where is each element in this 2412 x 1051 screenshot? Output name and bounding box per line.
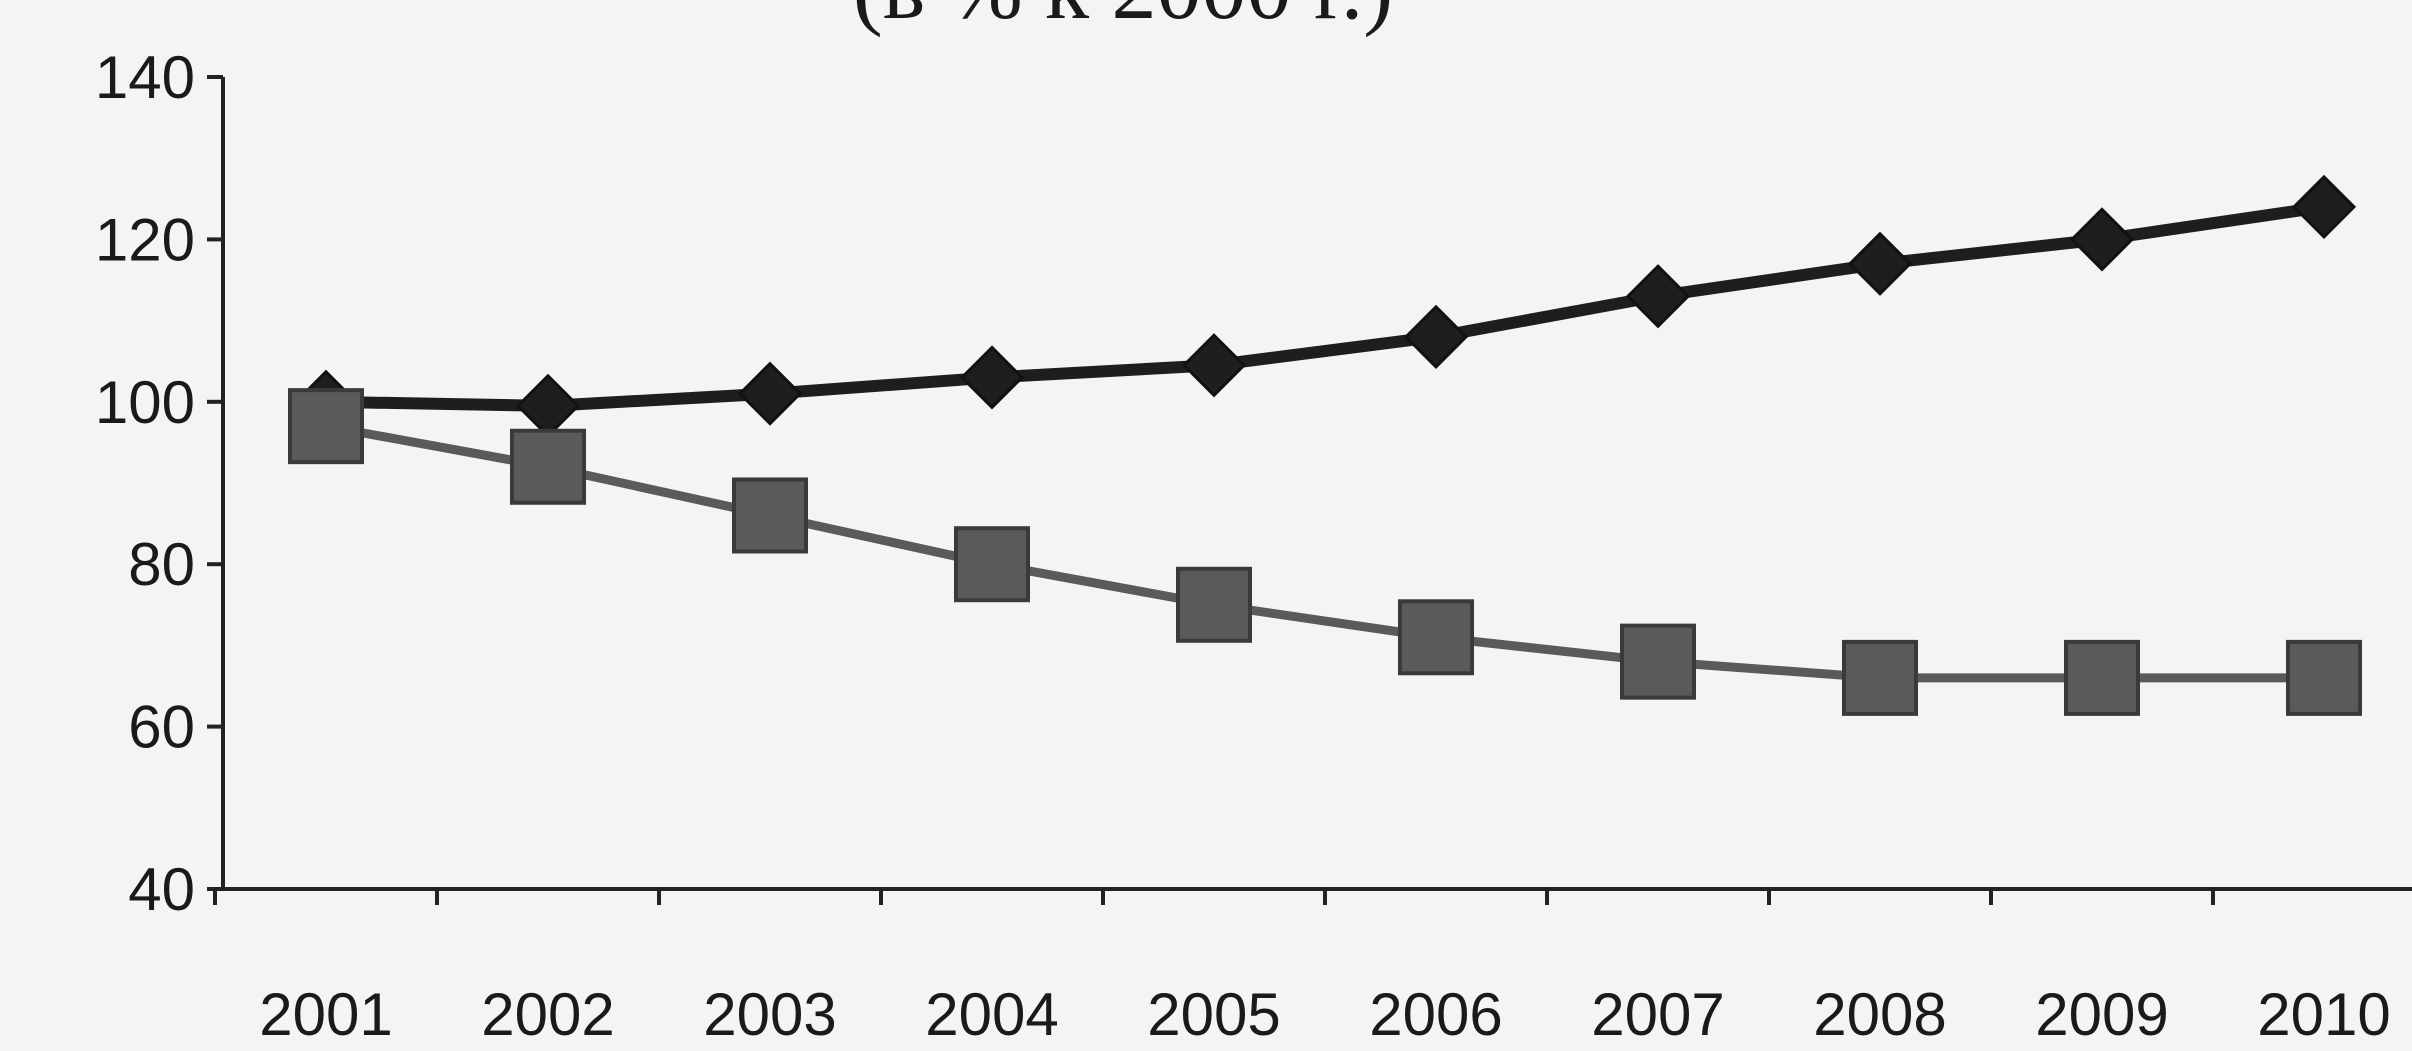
x-tick-label: 2010 <box>2257 981 2390 1048</box>
x-tick-label: 2003 <box>703 981 836 1048</box>
y-tick-label: 80 <box>128 531 195 598</box>
x-tick-label: 2009 <box>2035 981 2168 1048</box>
y-tick-label: 120 <box>95 206 195 273</box>
square-marker <box>1176 566 1252 643</box>
chart-title: (в % к 2000 г.) <box>853 0 1393 38</box>
diamond-marker <box>1847 231 1913 296</box>
square-marker <box>510 428 586 505</box>
square-marker <box>1620 623 1696 700</box>
x-tick-label: 2004 <box>925 981 1058 1048</box>
x-tick-label: 2007 <box>1591 981 1724 1048</box>
y-tick-label: 140 <box>95 44 195 111</box>
x-tick-label: 2001 <box>259 981 392 1048</box>
series-line <box>325 200 2325 412</box>
diamond-marker <box>1403 304 1469 369</box>
diamond-marker <box>1625 264 1691 329</box>
y-tick-label: 60 <box>128 694 195 761</box>
y-tick-label: 40 <box>128 856 195 923</box>
square-marker <box>1842 639 1918 716</box>
x-tick-label: 2008 <box>1813 981 1946 1048</box>
series-line <box>325 421 2324 683</box>
diamond-marker <box>515 373 581 438</box>
x-tick-label: 2006 <box>1369 981 1502 1048</box>
square-marker <box>2064 639 2140 716</box>
square-marker <box>1398 599 1474 676</box>
square-marker <box>954 526 1030 603</box>
square-marker <box>732 477 808 554</box>
y-tick-label: 100 <box>95 369 195 436</box>
diamond-marker <box>959 345 1025 410</box>
square-marker <box>2286 639 2362 716</box>
diamond-marker <box>737 361 803 426</box>
square-marker <box>288 388 364 465</box>
diamond-marker <box>2069 207 2135 272</box>
diamond-marker <box>1181 333 1247 398</box>
x-tick-label: 2002 <box>481 981 614 1048</box>
x-tick-label: 2005 <box>1147 981 1280 1048</box>
diamond-marker <box>2291 174 2357 240</box>
